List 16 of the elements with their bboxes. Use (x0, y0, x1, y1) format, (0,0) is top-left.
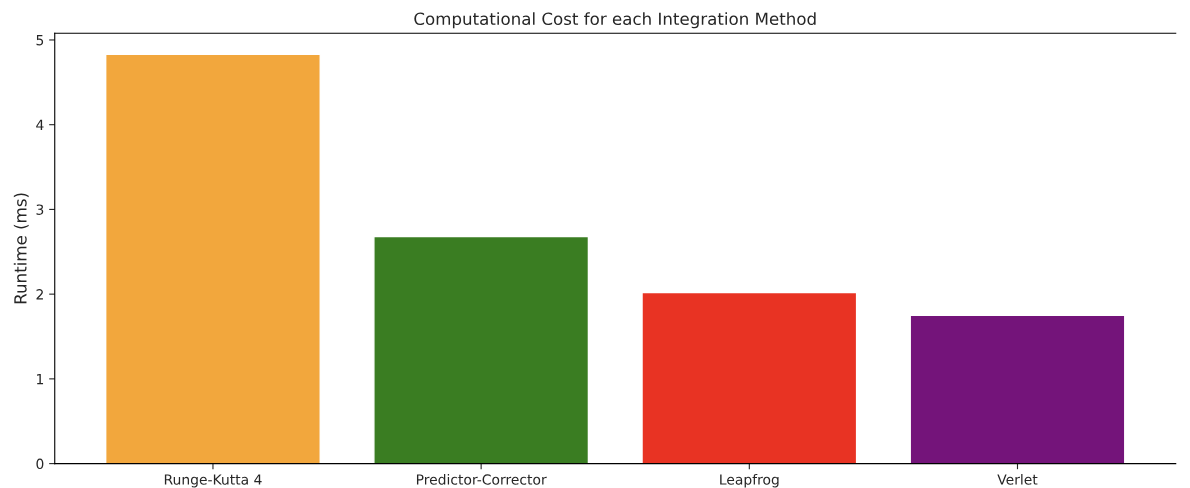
chart-title: Computational Cost for each Integration Method (414, 12, 816, 29)
bar (104, 53, 321, 464)
x-tick-label: Leapfrog (720, 474, 779, 488)
y-axis-title: Runtime (ms) (13, 193, 29, 304)
y-tick-label: 0 (36, 458, 44, 470)
bar (373, 235, 590, 464)
bar (909, 314, 1126, 464)
bar (641, 291, 858, 464)
x-tick-label: Predictor-Corrector (416, 474, 547, 485)
x-tick-label: Runge-Kutta 4 (164, 474, 262, 488)
y-tick-label: 1 (37, 374, 44, 385)
y-tick-label: 3 (36, 204, 44, 215)
y-tick-label: 4 (36, 119, 44, 130)
x-tick-label: Verlet (997, 474, 1038, 485)
y-tick-label: 2 (36, 289, 43, 300)
y-tick-label: 5 (36, 35, 44, 46)
